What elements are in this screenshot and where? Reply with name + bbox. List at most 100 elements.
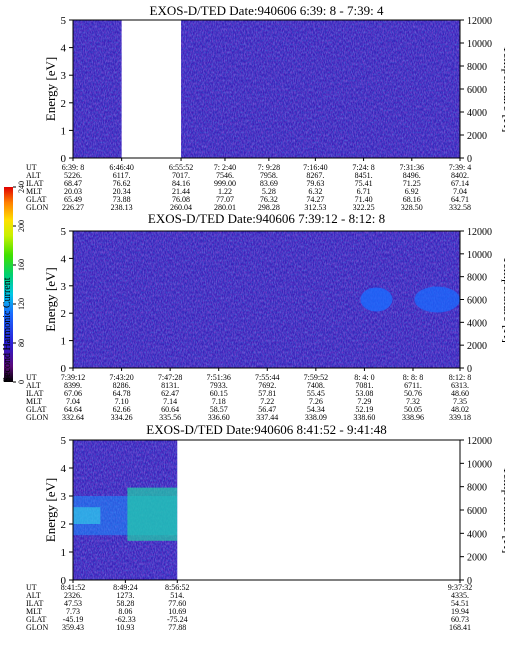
orbit-table-value: 226.27 — [62, 203, 84, 212]
orbit-table-value: 71.40 — [355, 195, 373, 204]
orbit-row-label: GLON — [26, 623, 48, 632]
y2-tick-label: 6000 — [467, 506, 487, 517]
orbit-table-value: 334.26 — [111, 413, 133, 422]
orbit-table-value: 7.04 — [66, 397, 80, 406]
colorbar-tick-label: 120 — [17, 298, 26, 310]
y2-tick-label: 4000 — [467, 529, 487, 540]
orbit-table-value: 322.25 — [353, 203, 375, 212]
orbit-table-value: 1.22 — [218, 187, 232, 196]
orbit-table-value: 7546. — [216, 171, 234, 180]
spectrogram-speckle — [73, 231, 460, 368]
y-tick-label: 1 — [61, 336, 67, 348]
y2-tick-label: 2000 — [467, 131, 487, 142]
orbit-table-value: 335.56 — [159, 413, 181, 422]
orbit-table-value: 8:41:52 — [61, 583, 85, 592]
orbit-table-value: 7:47:28 — [158, 373, 182, 382]
colorbar-tick-label: 160 — [17, 259, 26, 271]
y-tick-label: 3 — [61, 491, 67, 503]
orbit-table-value: 338.09 — [305, 413, 327, 422]
y-axis-label: Energy [eV] — [43, 478, 58, 542]
orbit-table-value: 62.66 — [113, 405, 131, 414]
orbit-table-value: 336.60 — [208, 413, 230, 422]
orbit-table-value: 8399. — [64, 381, 82, 390]
orbit-table-value: 7:43:20 — [109, 373, 133, 382]
orbit-table-value: 7:55:44 — [255, 373, 279, 382]
orbit-table-value: 56.47 — [258, 405, 276, 414]
orbit-table-value: 298.28 — [258, 203, 280, 212]
y2-axis-label: Temperature [K] — [501, 467, 505, 554]
orbit-table-value: 77.60 — [168, 599, 186, 608]
y2-tick-label: 0 — [467, 364, 472, 375]
orbit-table-value: 75.41 — [355, 179, 373, 188]
orbit-table-value: 7.14 — [163, 397, 177, 406]
y-tick-label: 0 — [61, 575, 67, 587]
orbit-row-label: GLON — [26, 203, 48, 212]
orbit-table-value: 7.26 — [309, 397, 323, 406]
orbit-table-value: 7408. — [307, 381, 325, 390]
orbit-table-value: 62.47 — [161, 389, 179, 398]
orbit-table-value: 74.27 — [306, 195, 324, 204]
orbit-table-value: 6711. — [404, 381, 422, 390]
orbit-table-value: 76.32 — [260, 195, 278, 204]
orbit-row-label: ILAT — [26, 389, 43, 398]
orbit-table-value: 7692. — [258, 381, 276, 390]
orbit-table-value: 8267. — [306, 171, 324, 180]
y2-tick-label: 8000 — [467, 62, 487, 73]
orbit-row-label: ALT — [26, 171, 41, 180]
y2-axis-label: Temperature [K] — [501, 46, 505, 133]
y-tick-label: 1 — [61, 125, 67, 137]
orbit-table-value: 6:39: 8 — [62, 163, 84, 172]
orbit-table-value: 57.81 — [258, 389, 276, 398]
orbit-table-value: 9:37:32 — [448, 583, 472, 592]
y2-tick-label: 2000 — [467, 553, 487, 564]
orbit-table-value: 76.08 — [172, 195, 190, 204]
orbit-row-label: MLT — [26, 607, 42, 616]
y2-tick-label: 8000 — [467, 483, 487, 494]
chart-title: EXOS-D/TED Date:940606 7:39:12 - 8:12: 8 — [148, 211, 385, 226]
orbit-table-value: 64.78 — [113, 389, 131, 398]
y2-tick-label: 2000 — [467, 341, 487, 352]
orbit-table-value: 8496. — [403, 171, 421, 180]
orbit-table-value: 8451. — [355, 171, 373, 180]
orbit-table-value: 338.60 — [353, 413, 375, 422]
y-axis-label: Energy [eV] — [43, 57, 58, 121]
colorbar: 0 80 120 160 200 240 Second Harmonic Current — [2, 181, 26, 384]
chart-title: EXOS-D/TED Date:940606 6:39: 8 - 7:39: 4 — [150, 3, 384, 18]
orbit-table-value: 6313. — [451, 381, 469, 390]
orbit-row-label: ALT — [26, 591, 41, 600]
orbit-table-value: 7081. — [355, 381, 373, 390]
emission-feature — [414, 286, 460, 313]
y-tick-label: 5 — [61, 435, 67, 447]
orbit-table-value: 76.62 — [113, 179, 131, 188]
orbit-table-value: 10.69 — [168, 607, 186, 616]
orbit-table-value: 65.49 — [64, 195, 82, 204]
orbit-row-label: MLT — [26, 187, 42, 196]
orbit-table-value: 64.71 — [451, 195, 469, 204]
orbit-table-value: 1273. — [116, 591, 134, 600]
orbit-table-value: 338.96 — [402, 413, 424, 422]
chart-title: EXOS-D/TED Date:940606 8:41:52 - 9:41:48 — [146, 422, 386, 437]
y-tick-label: 3 — [61, 281, 67, 293]
orbit-table-value: 53.08 — [355, 389, 373, 398]
y-tick-label: 0 — [61, 363, 67, 375]
y-tick-label: 0 — [61, 153, 67, 165]
orbit-table-value: 7:24: 8 — [352, 163, 374, 172]
orbit-table-value: 337.44 — [256, 413, 278, 422]
y2-tick-label: 12000 — [467, 227, 492, 238]
y-tick-label: 2 — [61, 308, 67, 320]
orbit-table-value: 6.71 — [357, 187, 371, 196]
orbit-table-value: 7:51:36 — [206, 373, 230, 382]
orbit-table-value: 999.00 — [214, 179, 236, 188]
y2-tick-label: 4000 — [467, 108, 487, 119]
orbit-table-value: 73.88 — [113, 195, 131, 204]
y-tick-label: 5 — [61, 226, 67, 238]
orbit-table-value: 8286. — [113, 381, 131, 390]
orbit-table-value: 77.07 — [216, 195, 234, 204]
orbit-table-value: 52.19 — [355, 405, 373, 414]
panels: EXOS-D/TED Date:940606 6:39: 8 - 7:39: 4… — [26, 3, 505, 632]
orbit-table-value: 2326. — [64, 591, 82, 600]
colorbar-label: Second Harmonic Current — [2, 277, 13, 382]
orbit-table-value: 359.43 — [62, 623, 84, 632]
orbit-row-label: GLAT — [26, 615, 47, 624]
orbit-table-value: 7: 9:28 — [258, 163, 280, 172]
